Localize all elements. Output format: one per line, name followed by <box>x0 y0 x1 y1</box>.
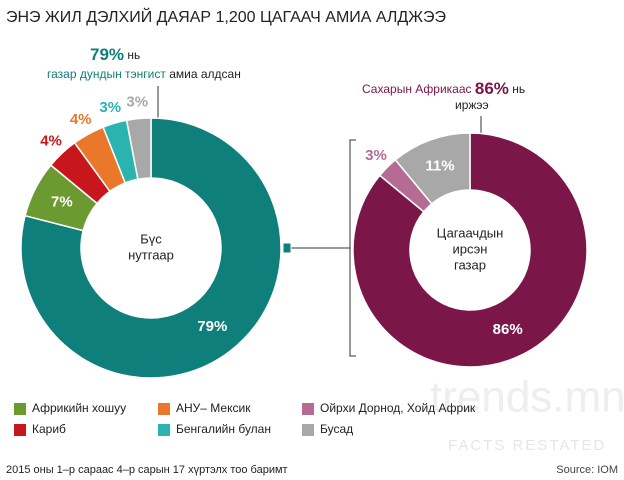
slice <box>20 117 282 379</box>
footnote: 2015 оны 1–р сараас 4–р сарын 17 хүртэлх… <box>6 464 288 476</box>
legend-swatch <box>14 424 26 436</box>
legend-label: Ойрхи Дорнод, Хойд Африк <box>320 401 476 415</box>
legend-label: Бенгалийн булан <box>176 422 271 436</box>
legend-swatch <box>158 403 170 415</box>
slice <box>352 132 588 368</box>
value-label: 4% <box>70 111 92 128</box>
annotation: газар дундын тэнгист амиа алдсан <box>47 67 241 81</box>
legend-label: Африкийн хошуу <box>32 401 126 415</box>
value-label: 86% <box>493 321 523 338</box>
source: Source: IOM <box>556 464 618 476</box>
legend-swatch <box>302 424 314 436</box>
chart-title: ЭНЭ ЖИЛ ДЭЛХИЙ ДАЯАР 1,200 ЦАГААЧ АМИА А… <box>6 7 446 26</box>
slice <box>394 132 471 205</box>
legend-swatch <box>302 403 314 415</box>
connector-end <box>282 242 292 254</box>
legend-label: Бусад <box>320 422 353 436</box>
annotation: Сахарын Африкаас 86% нь <box>362 79 525 98</box>
legend-label: АНУ– Мексик <box>176 401 251 415</box>
value-label: 4% <box>40 133 62 150</box>
center-label: Цагаачдын <box>437 225 504 240</box>
legend-label: Кариб <box>32 422 66 436</box>
watermark-tagline: FACTS RESTATED <box>448 437 606 454</box>
center-label: ирсэн <box>453 241 488 256</box>
value-label: 3% <box>99 99 121 116</box>
annotation: иржээ <box>455 98 489 112</box>
watermark: trends.mn <box>430 373 624 422</box>
value-label: 3% <box>365 147 387 164</box>
slice <box>125 117 152 181</box>
legend-swatch <box>14 403 26 415</box>
bracket <box>349 139 356 357</box>
value-label: 7% <box>51 194 73 211</box>
value-label: 3% <box>126 94 148 111</box>
legend-swatch <box>158 424 170 436</box>
value-label: 79% <box>197 318 227 335</box>
center-label: газар <box>454 257 486 272</box>
value-label: 11% <box>425 158 454 175</box>
center-label: нутгаар <box>128 247 174 262</box>
annotation: 79% нь <box>90 45 140 64</box>
center-label: Бүс <box>140 231 162 246</box>
